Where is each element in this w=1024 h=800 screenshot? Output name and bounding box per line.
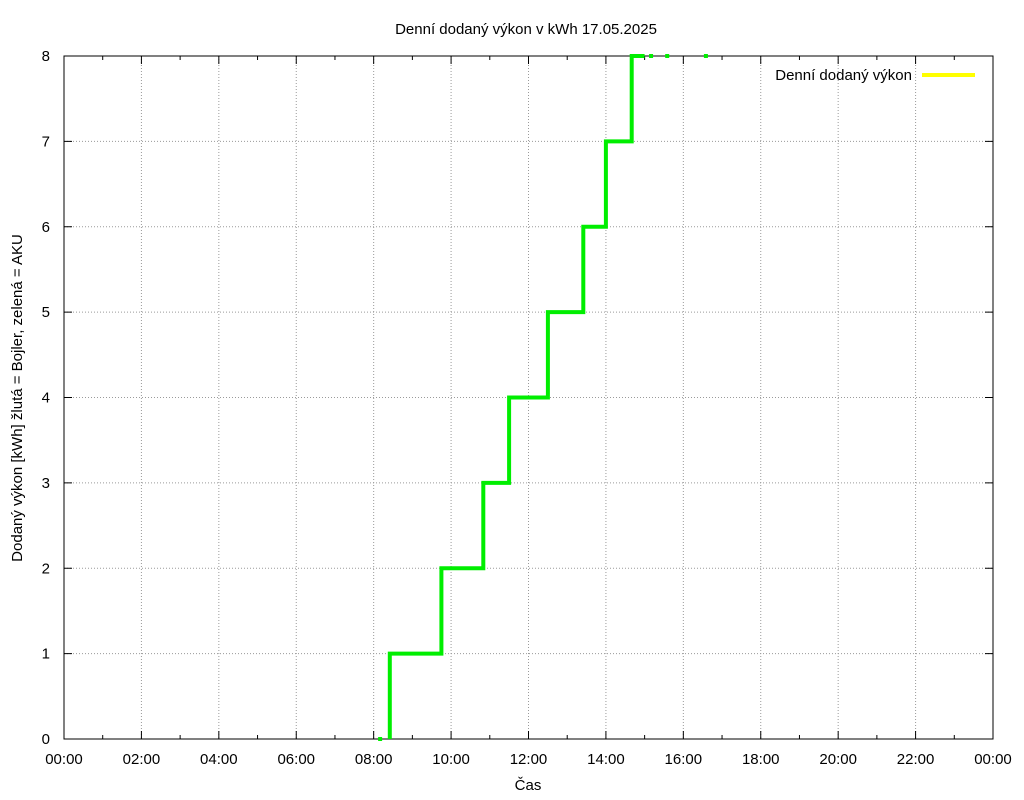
x-tick-label: 18:00 xyxy=(742,751,780,768)
y-tick-label: 8 xyxy=(42,48,50,65)
x-tick-label: 14:00 xyxy=(587,751,625,768)
x-tick-label: 00:00 xyxy=(974,751,1012,768)
y-tick-label: 3 xyxy=(42,475,50,492)
x-tick-label: 10:00 xyxy=(432,751,470,768)
legend-label: Denní dodaný výkon xyxy=(775,67,912,84)
x-tick-label: 06:00 xyxy=(277,751,315,768)
x-tick-label: 02:00 xyxy=(123,751,161,768)
y-tick-label: 7 xyxy=(42,133,50,150)
y-axis-label: Dodaný výkon [kWh] žlutá = Bojler, zelen… xyxy=(9,234,26,562)
legend: Denní dodaný výkon xyxy=(775,67,975,84)
x-tick-label: 16:00 xyxy=(665,751,703,768)
x-tick-label: 04:00 xyxy=(200,751,238,768)
series-line xyxy=(387,54,645,739)
x-tick-label: 12:00 xyxy=(510,751,548,768)
x-axis-label: Čas xyxy=(515,777,542,794)
axis-ticks xyxy=(63,55,994,740)
x-tick-label: 00:00 xyxy=(45,751,83,768)
chart-title: Denní dodaný výkon v kWh 17.05.2025 xyxy=(395,21,657,38)
y-tick-label: 6 xyxy=(42,219,50,236)
x-tick-label: 08:00 xyxy=(355,751,393,768)
y-tick-label: 0 xyxy=(42,731,50,748)
x-tick-labels: 00:00 02:00 04:00 06:00 08:00 10:00 12:00 14:00… xyxy=(45,751,1012,768)
y-tick-label: 5 xyxy=(42,304,50,321)
x-tick-label: 22:00 xyxy=(897,751,935,768)
y-tick-labels: 0 1 2 3 4 5 6 7 8 xyxy=(42,48,50,748)
plot-frame xyxy=(63,55,994,740)
y-tick-label: 4 xyxy=(42,390,50,407)
series-layer xyxy=(378,54,708,741)
grid-lines xyxy=(64,56,993,739)
y-tick-label: 2 xyxy=(42,560,50,577)
x-tick-label: 20:00 xyxy=(819,751,857,768)
y-tick-label: 1 xyxy=(42,646,50,663)
